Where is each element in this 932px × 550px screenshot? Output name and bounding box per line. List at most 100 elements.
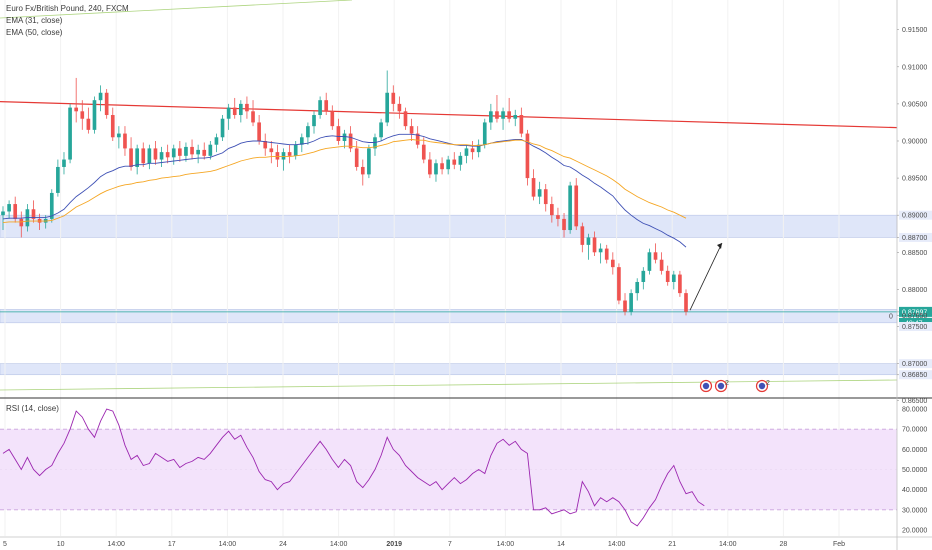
zone-price-tag [899,322,932,332]
candle-body [525,133,530,179]
candle-body [507,111,511,119]
candle-body [251,111,255,123]
candle-body [684,293,688,312]
candle-body [135,148,139,167]
candle-body [196,149,200,155]
candle-body [409,126,414,134]
candle-body [153,148,158,160]
rsi-line [2,408,705,527]
candle-body [458,155,463,165]
event-badge-dot [758,382,766,390]
candle-body [293,144,298,156]
candle-body [519,115,524,134]
resistance-trendline [0,101,898,129]
time-tick-label: 7 [448,541,452,548]
candle-body [379,122,383,138]
candle-body [586,237,591,245]
zone-price-tag [899,210,932,220]
candle-body [665,270,670,282]
candle-body [80,111,85,119]
candle-body [617,267,621,301]
event-badge-dot [717,382,725,390]
candle-body [178,148,182,156]
candle-body [74,107,79,112]
time-tick-label: 24 [279,541,287,548]
ema50-legend[interactable]: EMA (50, close) [6,28,63,37]
price-tick-label: 0.89500 [902,176,927,183]
candle-body [580,226,585,245]
candle-body [421,144,426,160]
price-tick-label: 0.87500 [902,324,927,331]
event-badge-count: 2 [766,380,770,387]
time-tick-label: 10 [57,541,65,548]
time-tick-label: 14:00 [330,541,348,548]
candle-body [659,259,664,271]
candle-body [354,148,359,167]
candle-body [336,126,341,141]
candle-body [415,133,420,145]
ema31-legend[interactable]: EMA (31, close) [6,16,63,25]
candle-body [202,149,207,156]
support-resistance-zones [0,214,898,376]
price-tick-label: 0.87650 [902,313,927,320]
candle-body [550,204,554,216]
candle-body [98,92,103,101]
price-tick-label: 0.89000 [902,213,927,220]
stray-tick-label: 0 [889,313,893,320]
reference-lines [0,0,898,391]
candle-body [56,166,60,193]
time-tick-label: 14:00 [608,541,626,548]
candle-body [257,122,261,141]
candle-body [299,137,304,145]
upper-trendline [0,0,353,19]
price-tick-label: 0.91000 [902,64,927,71]
candle-body [275,152,280,160]
candle-body [190,146,194,155]
rsi-tick-label: 60.0000 [902,447,927,454]
candle-body [482,122,487,145]
candle-body [513,115,518,119]
rsi-tick-label: 30.0000 [902,507,927,514]
rsi-band [0,429,897,510]
candle-body [281,152,286,160]
current-price-label: 0.87697 [902,309,927,316]
time-tick-label: 14:00 [497,541,515,548]
candle-body [592,237,597,253]
time-tick-label: 28 [780,541,788,548]
zone-price-tag [899,232,932,242]
candle-body [13,204,18,219]
candle-body [671,274,676,282]
time-tick-label: Feb [833,541,845,548]
candle-body [214,137,219,145]
time-tick-label: 14 [557,541,565,548]
symbol-legend[interactable]: Euro Fx/British Pound, 240, FXCM [6,4,129,13]
zone-0 [0,214,898,238]
candle-body [604,248,609,260]
zone-1 [0,309,898,324]
rsi-tick-label: 40.0000 [902,487,927,494]
candle-body [470,148,475,153]
candle-body [623,300,627,312]
candle-body [239,103,243,116]
rsi-pane [0,408,897,527]
candle-body [184,146,188,156]
zone-2 [0,363,898,376]
candle-body [129,148,133,167]
candle-body [501,111,505,119]
candle-body [543,189,548,205]
candlestick-series [1,70,688,316]
candle-body [141,148,146,164]
candle-body [62,159,66,167]
event-badge-count: 2 [725,380,729,387]
candle-body [574,185,579,227]
price-tick-label: 0.88700 [902,235,927,242]
candle-body [678,274,682,294]
rsi-legend[interactable]: RSI (14, close) [6,404,59,413]
lower-trendline [0,379,898,391]
time-tick-label: 2019 [386,541,402,548]
candle-body [1,211,5,216]
candle-body [7,204,11,212]
candle-body [117,133,121,138]
